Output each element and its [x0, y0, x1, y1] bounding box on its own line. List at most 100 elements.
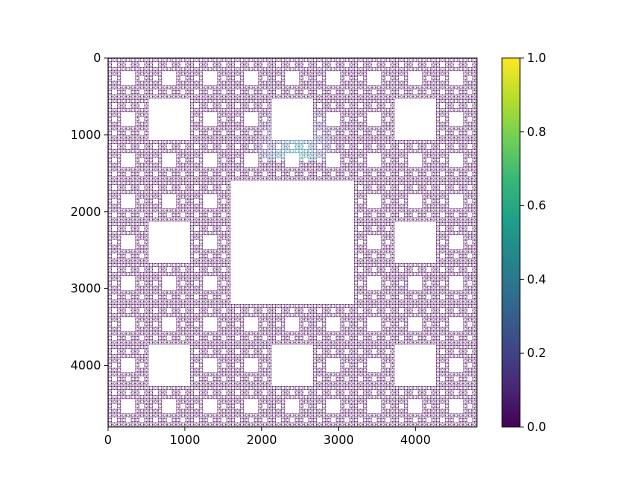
heatmap-cell: [331, 58, 333, 59]
heatmap-cell: [355, 67, 357, 69]
heatmap-cell: [354, 95, 355, 97]
heatmap-cell: [217, 82, 219, 84]
heatmap-cell: [133, 59, 135, 61]
heatmap-cell: [381, 59, 383, 61]
heatmap-cell: [176, 77, 178, 79]
heatmap-cell: [171, 64, 173, 66]
heatmap-cell: [448, 100, 450, 102]
heatmap-cell: [452, 94, 454, 96]
heatmap-cell: [199, 80, 201, 82]
heatmap-cell: [329, 70, 331, 72]
heatmap-cell: [296, 58, 298, 59]
heatmap-cell: [200, 83, 202, 85]
heatmap-cell: [217, 86, 219, 88]
heatmap-cell: [420, 64, 422, 66]
heatmap-cell: [458, 94, 460, 96]
heatmap-cell: [191, 71, 193, 73]
heatmap-cell: [370, 97, 372, 99]
heatmap-cell: [126, 100, 128, 102]
heatmap-cell: [328, 88, 330, 90]
heatmap-cell: [344, 58, 346, 59]
heatmap-cell: [448, 76, 450, 78]
heatmap-cell: [255, 85, 257, 87]
heatmap-cell: [314, 92, 316, 94]
heatmap-cell: [229, 77, 231, 79]
heatmap-cell: [193, 85, 194, 87]
heatmap-cell: [407, 64, 409, 66]
heatmap-cell: [275, 76, 276, 78]
heatmap-cell: [284, 83, 286, 85]
heatmap-cell: [288, 65, 290, 67]
heatmap-cell: [159, 97, 161, 99]
heatmap-cell: [294, 97, 296, 99]
heatmap-cell: [429, 88, 431, 90]
heatmap-cell: [381, 85, 383, 87]
heatmap-cell: [317, 95, 319, 97]
heatmap-cell: [108, 79, 109, 81]
heatmap-cell: [185, 71, 187, 73]
heatmap-cell: [255, 88, 257, 90]
heatmap-cell: [328, 94, 330, 96]
heatmap-cell: [354, 68, 355, 70]
heatmap-cell: [325, 58, 327, 59]
heatmap-cell: [475, 58, 477, 59]
heatmap-cell: [475, 94, 477, 96]
heatmap-cell: [126, 88, 128, 90]
heatmap-cell: [147, 61, 149, 62]
heatmap-cell: [196, 67, 198, 69]
heatmap-cell: [376, 89, 378, 91]
heatmap-cell: [150, 67, 152, 69]
heatmap-cell: [344, 71, 346, 73]
heatmap-cell: [276, 95, 278, 97]
heatmap-cell: [294, 67, 296, 69]
heatmap-cell: [375, 99, 377, 100]
heatmap-cell: [229, 58, 231, 59]
heatmap-cell: [470, 71, 472, 73]
heatmap-cell: [364, 65, 366, 67]
heatmap-cell: [311, 89, 313, 91]
heatmap-cell: [472, 67, 474, 69]
heatmap-cell: [226, 74, 228, 76]
heatmap-cell: [173, 58, 175, 59]
heatmap-cell: [352, 82, 354, 84]
heatmap-cell: [446, 83, 448, 85]
heatmap-cell: [461, 97, 463, 99]
heatmap-cell: [346, 71, 348, 73]
heatmap-cell: [114, 67, 116, 69]
heatmap-cell: [133, 85, 135, 87]
heatmap-cell: [284, 71, 286, 73]
heatmap-cell: [395, 94, 396, 96]
heatmap-cell: [439, 89, 440, 91]
heatmap-cell: [429, 61, 431, 62]
heatmap-cell: [393, 68, 395, 70]
heatmap-cell: [360, 97, 362, 99]
heatmap-cell: [340, 68, 342, 70]
heatmap-cell: [111, 99, 112, 100]
heatmap-cell: [378, 94, 380, 96]
heatmap-cell: [188, 59, 190, 61]
heatmap-cell: [186, 83, 188, 85]
heatmap-cell: [158, 70, 160, 72]
heatmap-cell: [261, 85, 263, 87]
heatmap-cell: [434, 94, 436, 96]
heatmap-cell: [167, 86, 169, 88]
heatmap-cell: [470, 100, 472, 102]
heatmap-cell: [448, 89, 450, 91]
heatmap-cell: [156, 61, 158, 62]
heatmap-cell: [442, 94, 444, 96]
heatmap-cell: [282, 76, 284, 78]
heatmap-cell: [443, 83, 445, 85]
heatmap-cell: [467, 99, 469, 100]
heatmap-cell: [355, 88, 357, 90]
heatmap-cell: [376, 92, 378, 94]
heatmap-cell: [226, 89, 228, 91]
heatmap-cell: [334, 68, 336, 70]
heatmap-cell: [276, 73, 278, 75]
heatmap-cell: [349, 58, 351, 59]
heatmap-cell: [165, 68, 167, 70]
heatmap-cell: [296, 97, 298, 99]
heatmap-cell: [306, 95, 308, 97]
heatmap-cell: [158, 91, 160, 93]
heatmap-cell: [224, 95, 226, 97]
heatmap-cell: [393, 100, 395, 102]
